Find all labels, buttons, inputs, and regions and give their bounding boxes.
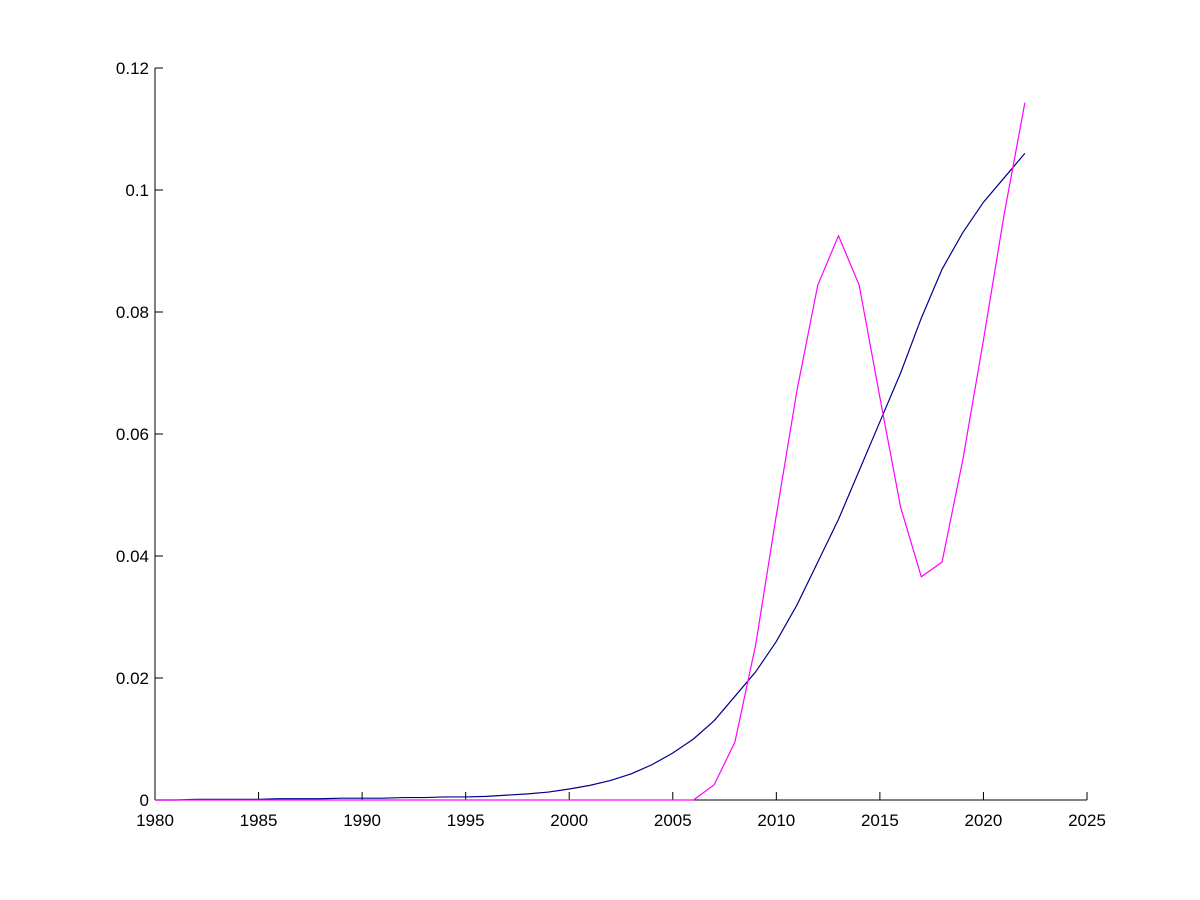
x-tick-label: 1985 <box>240 811 278 830</box>
y-tick-label: 0.02 <box>116 669 149 688</box>
x-tick-label: 2025 <box>1068 811 1106 830</box>
x-tick-label: 1980 <box>136 811 174 830</box>
x-tick-label: 2015 <box>861 811 899 830</box>
y-tick-label: 0.12 <box>116 59 149 78</box>
x-tick-label: 2005 <box>654 811 692 830</box>
x-tick-label: 1990 <box>343 811 381 830</box>
y-tick-label: 0.08 <box>116 303 149 322</box>
y-tick-label: 0.04 <box>116 547 149 566</box>
y-tick-label: 0 <box>140 791 149 810</box>
x-tick-label: 1995 <box>447 811 485 830</box>
line-series <box>155 153 1026 801</box>
line-series <box>155 102 1026 801</box>
y-tick-label: 0.1 <box>125 181 149 200</box>
y-tick-label: 0.06 <box>116 425 149 444</box>
x-tick-label: 2020 <box>965 811 1003 830</box>
x-tick-label: 2000 <box>550 811 588 830</box>
x-tick-label: 2010 <box>757 811 795 830</box>
